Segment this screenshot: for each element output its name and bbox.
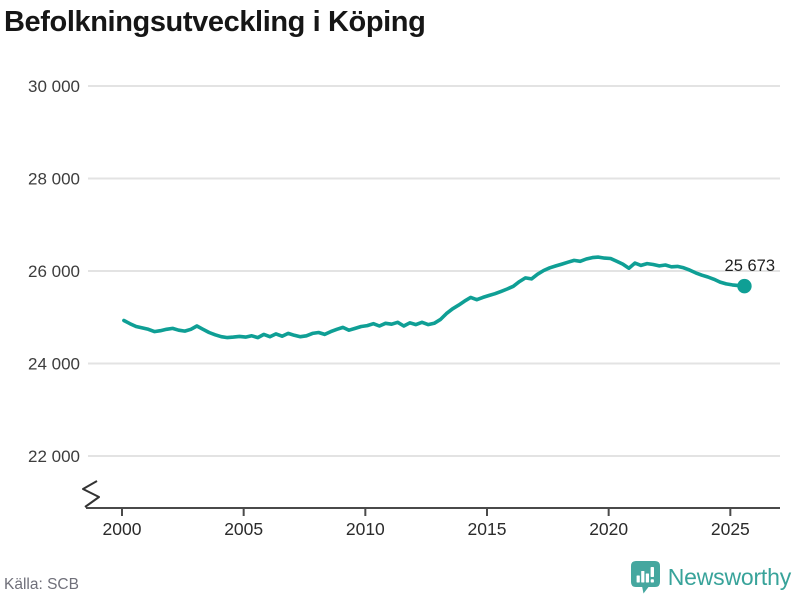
latest-value-label: 25 673	[725, 257, 775, 275]
x-tick-label: 2015	[468, 519, 507, 539]
y-tick-label: 22 000	[28, 447, 80, 466]
latest-value-dot	[737, 278, 752, 294]
x-tick-label: 2010	[346, 519, 385, 539]
y-tick-label: 30 000	[28, 77, 80, 96]
x-tick-label: 2025	[711, 519, 750, 539]
x-tick-label: 2005	[224, 519, 263, 539]
newsworthy-logo[interactable]: Newsworthy	[630, 560, 791, 594]
newsworthy-wordmark: Newsworthy	[667, 563, 791, 590]
y-tick-label: 28 000	[28, 170, 80, 189]
y-tick-label: 26 000	[28, 262, 80, 281]
chart-title: Befolkningsutveckling i Köping	[4, 6, 426, 38]
x-tick-label: 2020	[589, 519, 628, 539]
axis-break-icon	[82, 480, 100, 508]
newsworthy-bubble-chart-icon	[630, 560, 661, 594]
x-tick-label: 2000	[103, 519, 142, 539]
y-tick-label: 24 000	[28, 355, 80, 374]
population-line	[122, 255, 747, 340]
source-note: Källa: SCB	[4, 576, 79, 593]
